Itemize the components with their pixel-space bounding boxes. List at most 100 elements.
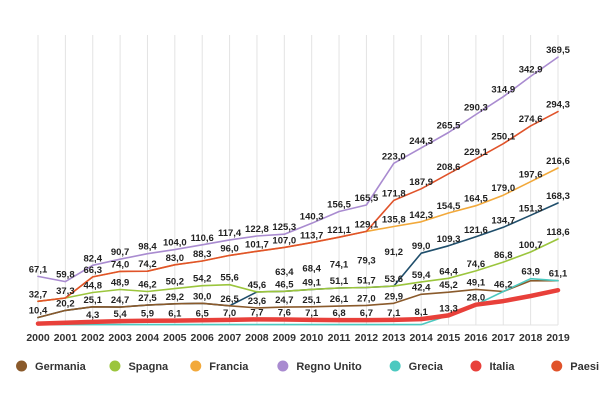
series-line-italia <box>35 287 561 326</box>
legend-item-germania[interactable]: Germania <box>16 360 87 374</box>
legend-label: Spagna <box>128 361 169 373</box>
data-label: 98,4 <box>138 242 157 253</box>
data-label: 49,1 <box>467 277 486 288</box>
data-label: 104,0 <box>163 238 187 249</box>
data-label: 74,6 <box>467 259 486 270</box>
data-label: 48,9 <box>111 278 130 289</box>
x-tick-label: 2008 <box>245 332 269 344</box>
data-label: 54,2 <box>193 274 212 285</box>
data-label: 91,2 <box>385 247 404 258</box>
data-label: 67,1 <box>29 264 48 275</box>
data-label: 86,8 <box>494 250 513 261</box>
x-tick-label: 2010 <box>300 332 324 344</box>
data-label: 29,2 <box>166 292 185 303</box>
legend-swatch <box>109 360 121 372</box>
legend-swatch <box>551 360 563 372</box>
data-label: 122,8 <box>245 224 269 235</box>
data-label: 151,3 <box>519 203 543 214</box>
legend-item-italia[interactable]: Italia <box>470 360 515 374</box>
data-label: 79,3 <box>357 256 376 267</box>
data-label: 6,1 <box>168 309 182 320</box>
data-label: 7,6 <box>278 307 291 318</box>
data-label: 154,5 <box>437 201 461 212</box>
series-line-spagna <box>37 238 559 303</box>
legend-item-spagna[interactable]: Spagna <box>109 360 169 374</box>
data-label: 197,6 <box>519 170 543 181</box>
x-axis: 2000 2001 2002 2003 2004 2005 2006 2007 2008 2009… <box>26 332 570 344</box>
series-lines <box>35 56 561 326</box>
x-tick-label: 2004 <box>136 332 160 344</box>
data-label: 59,8 <box>56 270 75 281</box>
data-label: 10,4 <box>29 305 48 316</box>
legend-swatch <box>470 360 482 372</box>
data-label: 24,7 <box>275 295 294 306</box>
data-labels: 67,1 59,8 82,4 90,7 98,4 104,0 110,6 117,4 122,8… <box>29 45 571 321</box>
data-label: 96,0 <box>220 243 239 254</box>
data-label: 290,3 <box>464 103 488 114</box>
data-label: 45,2 <box>439 280 458 291</box>
legend-item-grecia[interactable]: Grecia <box>389 360 444 374</box>
x-tick-label: 2003 <box>108 332 132 344</box>
legend-swatch <box>16 360 28 372</box>
data-label: 250,1 <box>491 132 515 143</box>
data-label: 42,4 <box>412 282 431 293</box>
data-label: 23,6 <box>248 296 267 307</box>
legend-label: Francia <box>209 361 249 373</box>
data-label: 90,7 <box>111 247 130 258</box>
data-label: 101,7 <box>245 239 269 250</box>
data-label: 27,5 <box>138 293 157 304</box>
data-label: 244,3 <box>409 136 433 147</box>
x-tick-label: 2015 <box>437 332 461 344</box>
legend-label: Grecia <box>409 361 444 373</box>
data-label: 5,9 <box>141 309 154 320</box>
data-label: 63,9 <box>521 267 540 278</box>
x-tick-label: 2009 <box>273 332 297 344</box>
x-tick-label: 2018 <box>519 332 543 344</box>
series-line-germania <box>37 279 559 319</box>
data-label: 68,4 <box>302 263 321 274</box>
data-label: 179,0 <box>491 183 515 194</box>
legend-item-regno-unito[interactable]: Regno Unito <box>277 360 362 374</box>
data-label: 46,2 <box>138 280 157 291</box>
data-label: 100,7 <box>519 240 543 251</box>
data-label: 109,3 <box>437 234 461 245</box>
data-label: 156,5 <box>327 200 351 211</box>
data-label: 125,3 <box>272 222 296 233</box>
x-tick-label: 2012 <box>355 332 379 344</box>
data-label: 229,1 <box>464 147 488 158</box>
data-label: 121,6 <box>464 225 488 236</box>
data-label: 25,1 <box>302 295 321 306</box>
legend-item-paesi-bassi[interactable]: Paesi Bassi <box>551 360 600 374</box>
data-label: 27,0 <box>357 293 376 304</box>
x-tick-label: 2002 <box>81 332 105 344</box>
data-label: 20,2 <box>56 298 75 309</box>
data-label: 314,9 <box>491 85 515 96</box>
x-tick-label: 2005 <box>163 332 187 344</box>
data-label: 64,4 <box>439 266 458 277</box>
data-label: 46,2 <box>494 280 513 291</box>
data-label: 171,8 <box>382 188 406 199</box>
x-tick-label: 2011 <box>328 332 351 344</box>
data-label: 265,5 <box>437 121 461 132</box>
legend-item-francia[interactable]: Francia <box>190 360 249 374</box>
x-tick-label: 2006 <box>191 332 215 344</box>
data-label: 82,4 <box>83 253 102 264</box>
data-label: 6,5 <box>196 308 210 319</box>
data-label: 274,6 <box>519 114 543 125</box>
data-label: 140,3 <box>300 211 324 222</box>
data-label: 7,1 <box>305 308 319 319</box>
data-label: 117,4 <box>218 228 242 239</box>
data-label: 13,3 <box>439 303 458 314</box>
data-label: 7,1 <box>387 308 401 319</box>
data-label: 74,2 <box>138 259 157 270</box>
data-label: 53,6 <box>385 274 404 285</box>
series-line-paesi-bassi <box>37 110 559 303</box>
legend-label: Regno Unito <box>296 361 362 373</box>
series-line-regno-unito <box>37 56 559 283</box>
data-label: 168,3 <box>546 191 570 202</box>
data-label: 165,5 <box>355 193 379 204</box>
data-label: 129,1 <box>355 219 379 230</box>
data-label: 30,0 <box>193 291 212 302</box>
data-label: 50,2 <box>166 277 185 288</box>
x-tick-label: 2016 <box>464 332 488 344</box>
